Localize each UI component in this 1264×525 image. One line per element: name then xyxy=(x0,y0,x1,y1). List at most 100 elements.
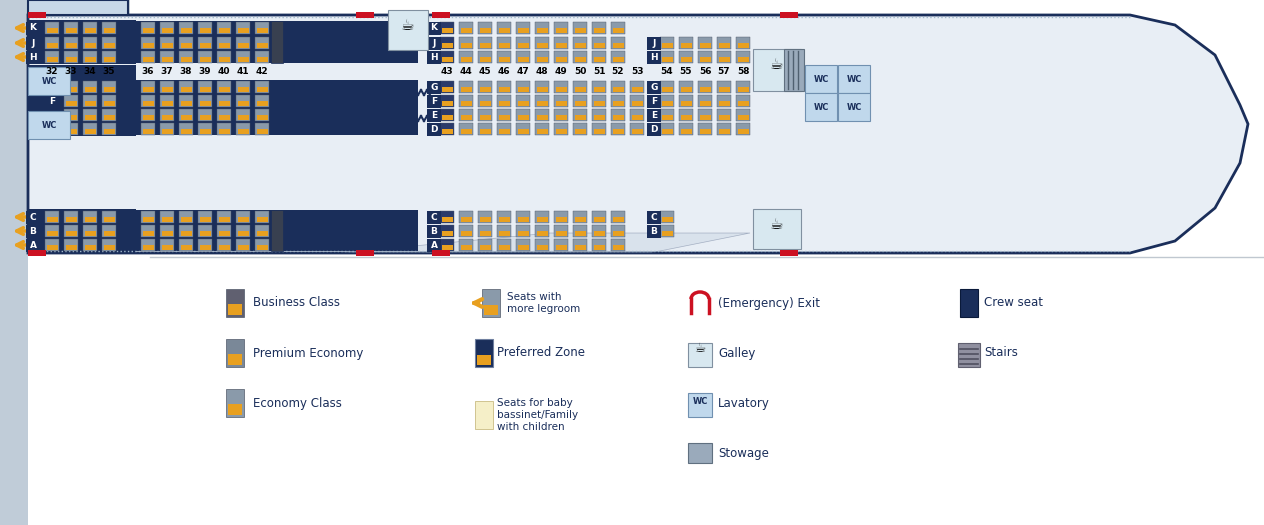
Bar xyxy=(629,95,643,107)
Bar xyxy=(594,57,604,61)
Bar xyxy=(66,245,77,249)
Bar xyxy=(200,129,211,133)
Bar xyxy=(497,95,511,107)
Text: D: D xyxy=(48,124,56,133)
Text: ☕: ☕ xyxy=(770,57,784,72)
Bar xyxy=(517,87,528,91)
Bar xyxy=(498,57,509,61)
Bar xyxy=(805,65,837,93)
Bar xyxy=(255,211,269,223)
Bar xyxy=(698,109,712,121)
Bar xyxy=(181,87,192,91)
Bar xyxy=(161,123,174,135)
Bar xyxy=(64,95,78,107)
Bar xyxy=(479,245,490,249)
Bar xyxy=(238,28,249,33)
Bar xyxy=(594,217,604,222)
Bar xyxy=(162,231,172,236)
Bar xyxy=(238,217,249,222)
Bar xyxy=(611,225,624,237)
Bar xyxy=(594,87,604,91)
Bar xyxy=(179,123,193,135)
Bar xyxy=(718,87,729,91)
Bar xyxy=(592,123,605,135)
Bar xyxy=(83,109,97,121)
Bar xyxy=(613,87,623,91)
Bar xyxy=(536,231,547,236)
Bar xyxy=(219,101,230,106)
Bar xyxy=(573,22,586,34)
Bar xyxy=(459,211,473,223)
Text: G: G xyxy=(650,82,657,91)
Bar xyxy=(647,123,661,136)
Bar xyxy=(441,245,453,249)
Bar xyxy=(142,95,155,107)
Bar xyxy=(257,231,268,236)
Bar xyxy=(64,37,78,49)
Bar xyxy=(573,95,586,107)
Bar xyxy=(661,231,672,236)
Text: Preferred Zone: Preferred Zone xyxy=(497,346,585,360)
Bar xyxy=(85,57,96,61)
Bar xyxy=(611,51,624,63)
Text: 36: 36 xyxy=(142,67,154,76)
Bar xyxy=(838,93,870,121)
Bar xyxy=(647,51,661,64)
Bar xyxy=(498,129,509,133)
Bar xyxy=(498,87,509,91)
Text: B: B xyxy=(431,226,437,236)
Bar xyxy=(611,239,624,251)
Bar xyxy=(200,57,211,61)
Bar xyxy=(257,101,268,106)
Bar xyxy=(479,129,490,133)
Bar xyxy=(440,81,454,93)
Bar xyxy=(238,101,249,106)
Text: 57: 57 xyxy=(718,67,731,76)
Text: A: A xyxy=(431,240,437,249)
Bar xyxy=(555,115,566,120)
Bar xyxy=(958,343,980,367)
Bar xyxy=(535,211,549,223)
Bar xyxy=(661,87,672,91)
Bar xyxy=(536,43,547,47)
Polygon shape xyxy=(0,0,130,20)
Bar xyxy=(440,109,454,121)
Bar xyxy=(236,211,250,223)
Bar xyxy=(592,51,605,63)
Bar xyxy=(478,239,492,251)
Bar xyxy=(161,37,174,49)
Bar xyxy=(200,43,211,47)
Bar xyxy=(219,217,230,222)
Bar xyxy=(575,245,585,249)
Bar xyxy=(441,101,453,106)
Bar xyxy=(594,43,604,47)
Text: Stairs: Stairs xyxy=(983,346,1018,360)
Bar xyxy=(718,101,729,106)
Text: 37: 37 xyxy=(161,67,173,76)
Bar xyxy=(661,217,672,222)
Bar xyxy=(497,225,511,237)
Bar xyxy=(46,22,59,34)
Bar xyxy=(198,37,212,49)
Bar xyxy=(717,51,731,63)
Bar xyxy=(46,109,59,122)
Bar xyxy=(255,22,269,34)
Bar xyxy=(573,37,586,49)
Bar xyxy=(536,217,547,222)
Bar xyxy=(737,57,748,61)
Bar xyxy=(679,109,693,121)
Bar xyxy=(47,43,57,47)
Bar xyxy=(102,109,116,121)
Bar xyxy=(441,217,453,222)
Bar xyxy=(699,87,710,91)
Bar xyxy=(613,115,623,120)
Text: Lavatory: Lavatory xyxy=(718,396,770,410)
Bar xyxy=(64,211,78,223)
Bar xyxy=(479,87,490,91)
Bar xyxy=(660,95,674,107)
Bar xyxy=(698,123,712,135)
Text: ☕: ☕ xyxy=(401,18,415,33)
Bar xyxy=(102,95,116,107)
Bar xyxy=(679,123,693,135)
Bar xyxy=(427,81,441,94)
